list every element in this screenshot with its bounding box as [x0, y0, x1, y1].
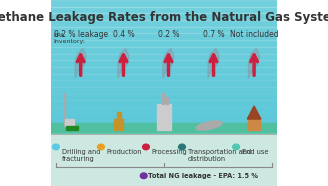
Bar	[51, 60, 277, 67]
Ellipse shape	[196, 121, 222, 130]
Text: End use: End use	[242, 149, 268, 155]
Bar	[162, 93, 164, 104]
Bar	[65, 119, 74, 126]
Bar	[51, 54, 277, 60]
Bar	[51, 74, 277, 80]
Bar	[51, 123, 277, 134]
Text: Drilling and
fracturing: Drilling and fracturing	[62, 149, 100, 162]
Bar	[51, 100, 277, 107]
Text: Not included: Not included	[230, 30, 278, 39]
Bar	[51, 20, 277, 27]
Bar	[248, 119, 260, 130]
Text: 0.4 %: 0.4 %	[113, 30, 134, 39]
Bar	[51, 80, 277, 87]
Bar	[166, 97, 168, 104]
Polygon shape	[118, 48, 129, 78]
Polygon shape	[75, 48, 86, 78]
Circle shape	[140, 173, 147, 179]
Circle shape	[143, 144, 149, 150]
Bar	[51, 67, 277, 74]
Bar	[51, 47, 277, 54]
Bar	[51, 121, 277, 127]
Bar	[64, 93, 65, 126]
Text: EPA
Inventory:: EPA Inventory:	[54, 33, 86, 44]
Text: Methane Leakage Rates from the Natural Gas System: Methane Leakage Rates from the Natural G…	[0, 11, 328, 24]
Circle shape	[97, 144, 104, 150]
Bar	[51, 33, 277, 40]
Bar	[51, 94, 277, 100]
Text: Processing: Processing	[152, 149, 187, 155]
Polygon shape	[248, 48, 260, 78]
Bar	[117, 112, 121, 119]
Text: 0.7 %: 0.7 %	[203, 30, 224, 39]
Bar	[51, 13, 277, 20]
Bar	[51, 0, 277, 134]
Circle shape	[233, 144, 239, 150]
Bar	[51, 114, 277, 121]
Polygon shape	[247, 106, 261, 119]
Bar	[51, 27, 277, 33]
Text: Production: Production	[107, 149, 142, 155]
Bar	[157, 104, 171, 130]
Bar	[51, 87, 277, 94]
Polygon shape	[208, 48, 219, 78]
Circle shape	[52, 144, 59, 150]
Bar	[51, 107, 277, 114]
Bar	[51, 0, 277, 7]
Text: 0.2 % leakage: 0.2 % leakage	[53, 30, 108, 39]
Circle shape	[179, 144, 185, 150]
Bar	[51, 127, 277, 134]
Text: 0.2 %: 0.2 %	[158, 30, 179, 39]
Bar	[51, 134, 277, 186]
Text: Total NG leakage - EPA: 1.5 %: Total NG leakage - EPA: 1.5 %	[148, 173, 258, 179]
Bar	[114, 119, 123, 130]
Bar	[66, 126, 78, 130]
Bar	[51, 40, 277, 47]
Text: Transportation and
distribution: Transportation and distribution	[188, 149, 251, 162]
Bar	[51, 134, 277, 186]
Polygon shape	[163, 48, 174, 78]
Bar	[51, 7, 277, 13]
